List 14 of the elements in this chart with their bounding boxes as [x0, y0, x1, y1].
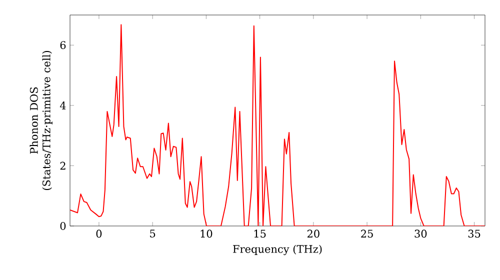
x-tick-label: 35 — [468, 230, 480, 238]
y-tick-label: 2 — [60, 162, 66, 170]
y-tick-label: 4 — [60, 102, 66, 110]
x-tick-label: 0 — [96, 230, 102, 238]
x-tick-label: 25 — [361, 230, 373, 238]
x-tick-label: 5 — [150, 230, 156, 238]
x-tick-label: 20 — [307, 230, 320, 238]
x-tick-label: 15 — [254, 230, 266, 238]
x-tick-label: 10 — [200, 230, 212, 238]
y-tick-label: 0 — [60, 222, 66, 230]
y-axis-title: Phonon DOS (States/THz·primitive cell) — [30, 50, 52, 190]
x-axis-title: Frequency (THz) — [233, 244, 322, 256]
x-tick-label: 30 — [414, 230, 427, 238]
y-tick-label: 6 — [60, 41, 66, 50]
